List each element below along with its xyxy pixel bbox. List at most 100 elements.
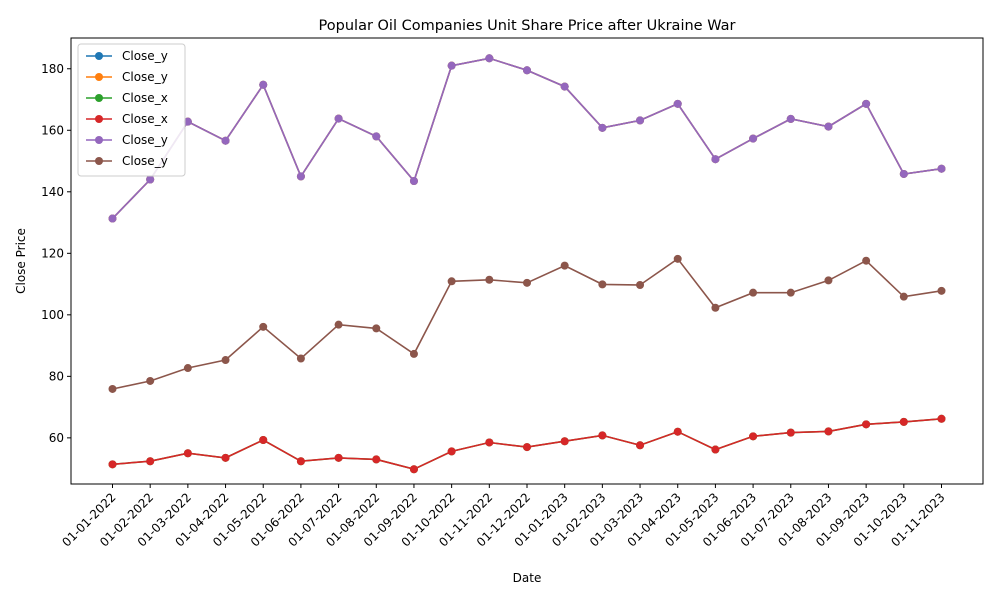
data-point — [146, 175, 155, 184]
series-4 — [108, 414, 946, 474]
data-point — [485, 438, 494, 447]
data-point — [146, 457, 155, 466]
data-point — [786, 114, 795, 123]
data-point — [183, 117, 192, 126]
data-point — [673, 99, 682, 108]
y-axis-label: Close Price — [14, 228, 28, 294]
data-point — [221, 356, 230, 365]
legend-label: Close_x — [122, 112, 168, 126]
legend-swatch-marker — [95, 115, 103, 123]
data-point — [523, 278, 531, 287]
legend-swatch-marker — [95, 52, 103, 60]
data-point — [523, 443, 531, 452]
data-point — [372, 324, 381, 333]
data-point — [749, 432, 758, 441]
data-point — [749, 134, 758, 143]
data-point — [899, 417, 908, 426]
legend-swatch-marker — [95, 94, 103, 102]
series-6 — [108, 254, 946, 393]
data-point — [636, 441, 645, 450]
data-point — [636, 280, 645, 289]
series-line — [111, 57, 942, 220]
data-point — [711, 445, 720, 454]
data-point — [862, 256, 871, 265]
data-point — [409, 465, 418, 474]
series-2 — [108, 54, 946, 223]
y-axis: 60 80 100 120 140 160 180 — [41, 62, 71, 445]
data-point — [409, 177, 418, 186]
data-point — [485, 275, 494, 284]
data-point — [749, 288, 758, 297]
data-point — [485, 54, 494, 63]
x-axis: 01-01-202201-02-202201-03-202201-04-2022… — [59, 484, 948, 549]
data-point — [824, 427, 833, 436]
data-point — [296, 457, 305, 466]
data-point — [334, 453, 343, 462]
data-point — [296, 172, 305, 181]
data-point — [183, 449, 192, 458]
data-point — [221, 136, 230, 145]
y-tick-label: 140 — [41, 185, 64, 199]
series-line — [112, 257, 942, 390]
y-tick-label: 60 — [49, 431, 64, 445]
data-point — [108, 384, 117, 393]
data-point — [259, 322, 268, 331]
data-point — [259, 436, 268, 445]
data-point — [598, 431, 607, 440]
data-point — [636, 116, 645, 125]
legend-swatch-marker — [95, 157, 103, 165]
y-tick-label: 160 — [41, 123, 64, 137]
data-point — [711, 155, 720, 164]
data-point — [673, 427, 682, 436]
data-point — [183, 364, 192, 373]
data-point — [824, 276, 833, 285]
data-point — [560, 82, 569, 91]
series-line — [111, 57, 942, 220]
data-point — [447, 447, 456, 456]
data-point — [786, 428, 795, 437]
legend: Close_y Close_y Close_x Close_x Close_y Close… — [77, 43, 186, 177]
data-point — [372, 132, 381, 141]
data-point — [259, 80, 268, 89]
chart-title: Popular Oil Companies Unit Share Price a… — [319, 18, 736, 34]
data-point — [523, 66, 531, 75]
data-point — [899, 169, 908, 178]
data-point — [862, 99, 871, 108]
y-tick-label: 80 — [49, 369, 64, 383]
data-point — [937, 164, 946, 173]
legend-label: Close_y — [122, 154, 168, 168]
series-5 — [108, 54, 946, 223]
series-layer — [108, 54, 946, 474]
data-point — [937, 414, 946, 423]
data-point — [108, 214, 117, 223]
data-point — [296, 354, 305, 363]
data-point — [673, 254, 682, 263]
data-point — [447, 277, 456, 286]
legend-label: Close_y — [122, 49, 168, 63]
y-tick-label: 120 — [41, 246, 64, 260]
data-point — [447, 61, 456, 70]
series-1 — [108, 54, 946, 223]
data-point — [786, 288, 795, 297]
data-point — [146, 376, 155, 385]
plot-area — [70, 37, 984, 485]
data-point — [598, 123, 607, 132]
data-point — [108, 460, 117, 469]
x-axis-label: Date — [513, 571, 542, 585]
data-point — [334, 320, 343, 329]
y-tick-label: 100 — [41, 308, 64, 322]
y-tick-label: 180 — [41, 62, 64, 76]
legend-label: Close_y — [122, 133, 168, 147]
data-point — [221, 453, 230, 462]
data-point — [899, 292, 908, 301]
data-point — [560, 437, 569, 446]
data-point — [409, 349, 418, 358]
data-point — [711, 303, 720, 312]
legend-swatch-marker — [95, 136, 103, 144]
data-point — [824, 122, 833, 131]
series-line — [111, 57, 942, 220]
data-point — [937, 286, 946, 295]
data-point — [598, 280, 607, 289]
data-point — [862, 420, 871, 429]
